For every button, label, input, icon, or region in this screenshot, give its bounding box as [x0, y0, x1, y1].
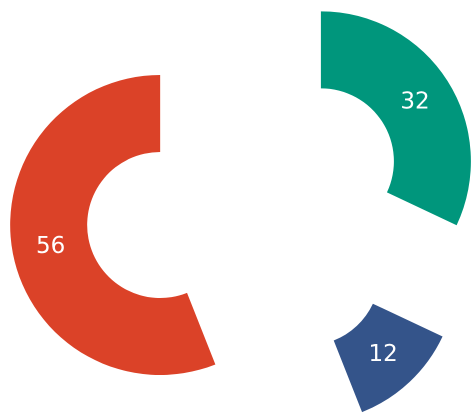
data-label: 32: [400, 89, 429, 115]
donut-segment: [320, 11, 471, 226]
data-label: 12: [369, 341, 398, 367]
donut-segment: [10, 74, 216, 375]
data-label: 56: [36, 233, 65, 259]
donut-segment: [333, 303, 443, 413]
